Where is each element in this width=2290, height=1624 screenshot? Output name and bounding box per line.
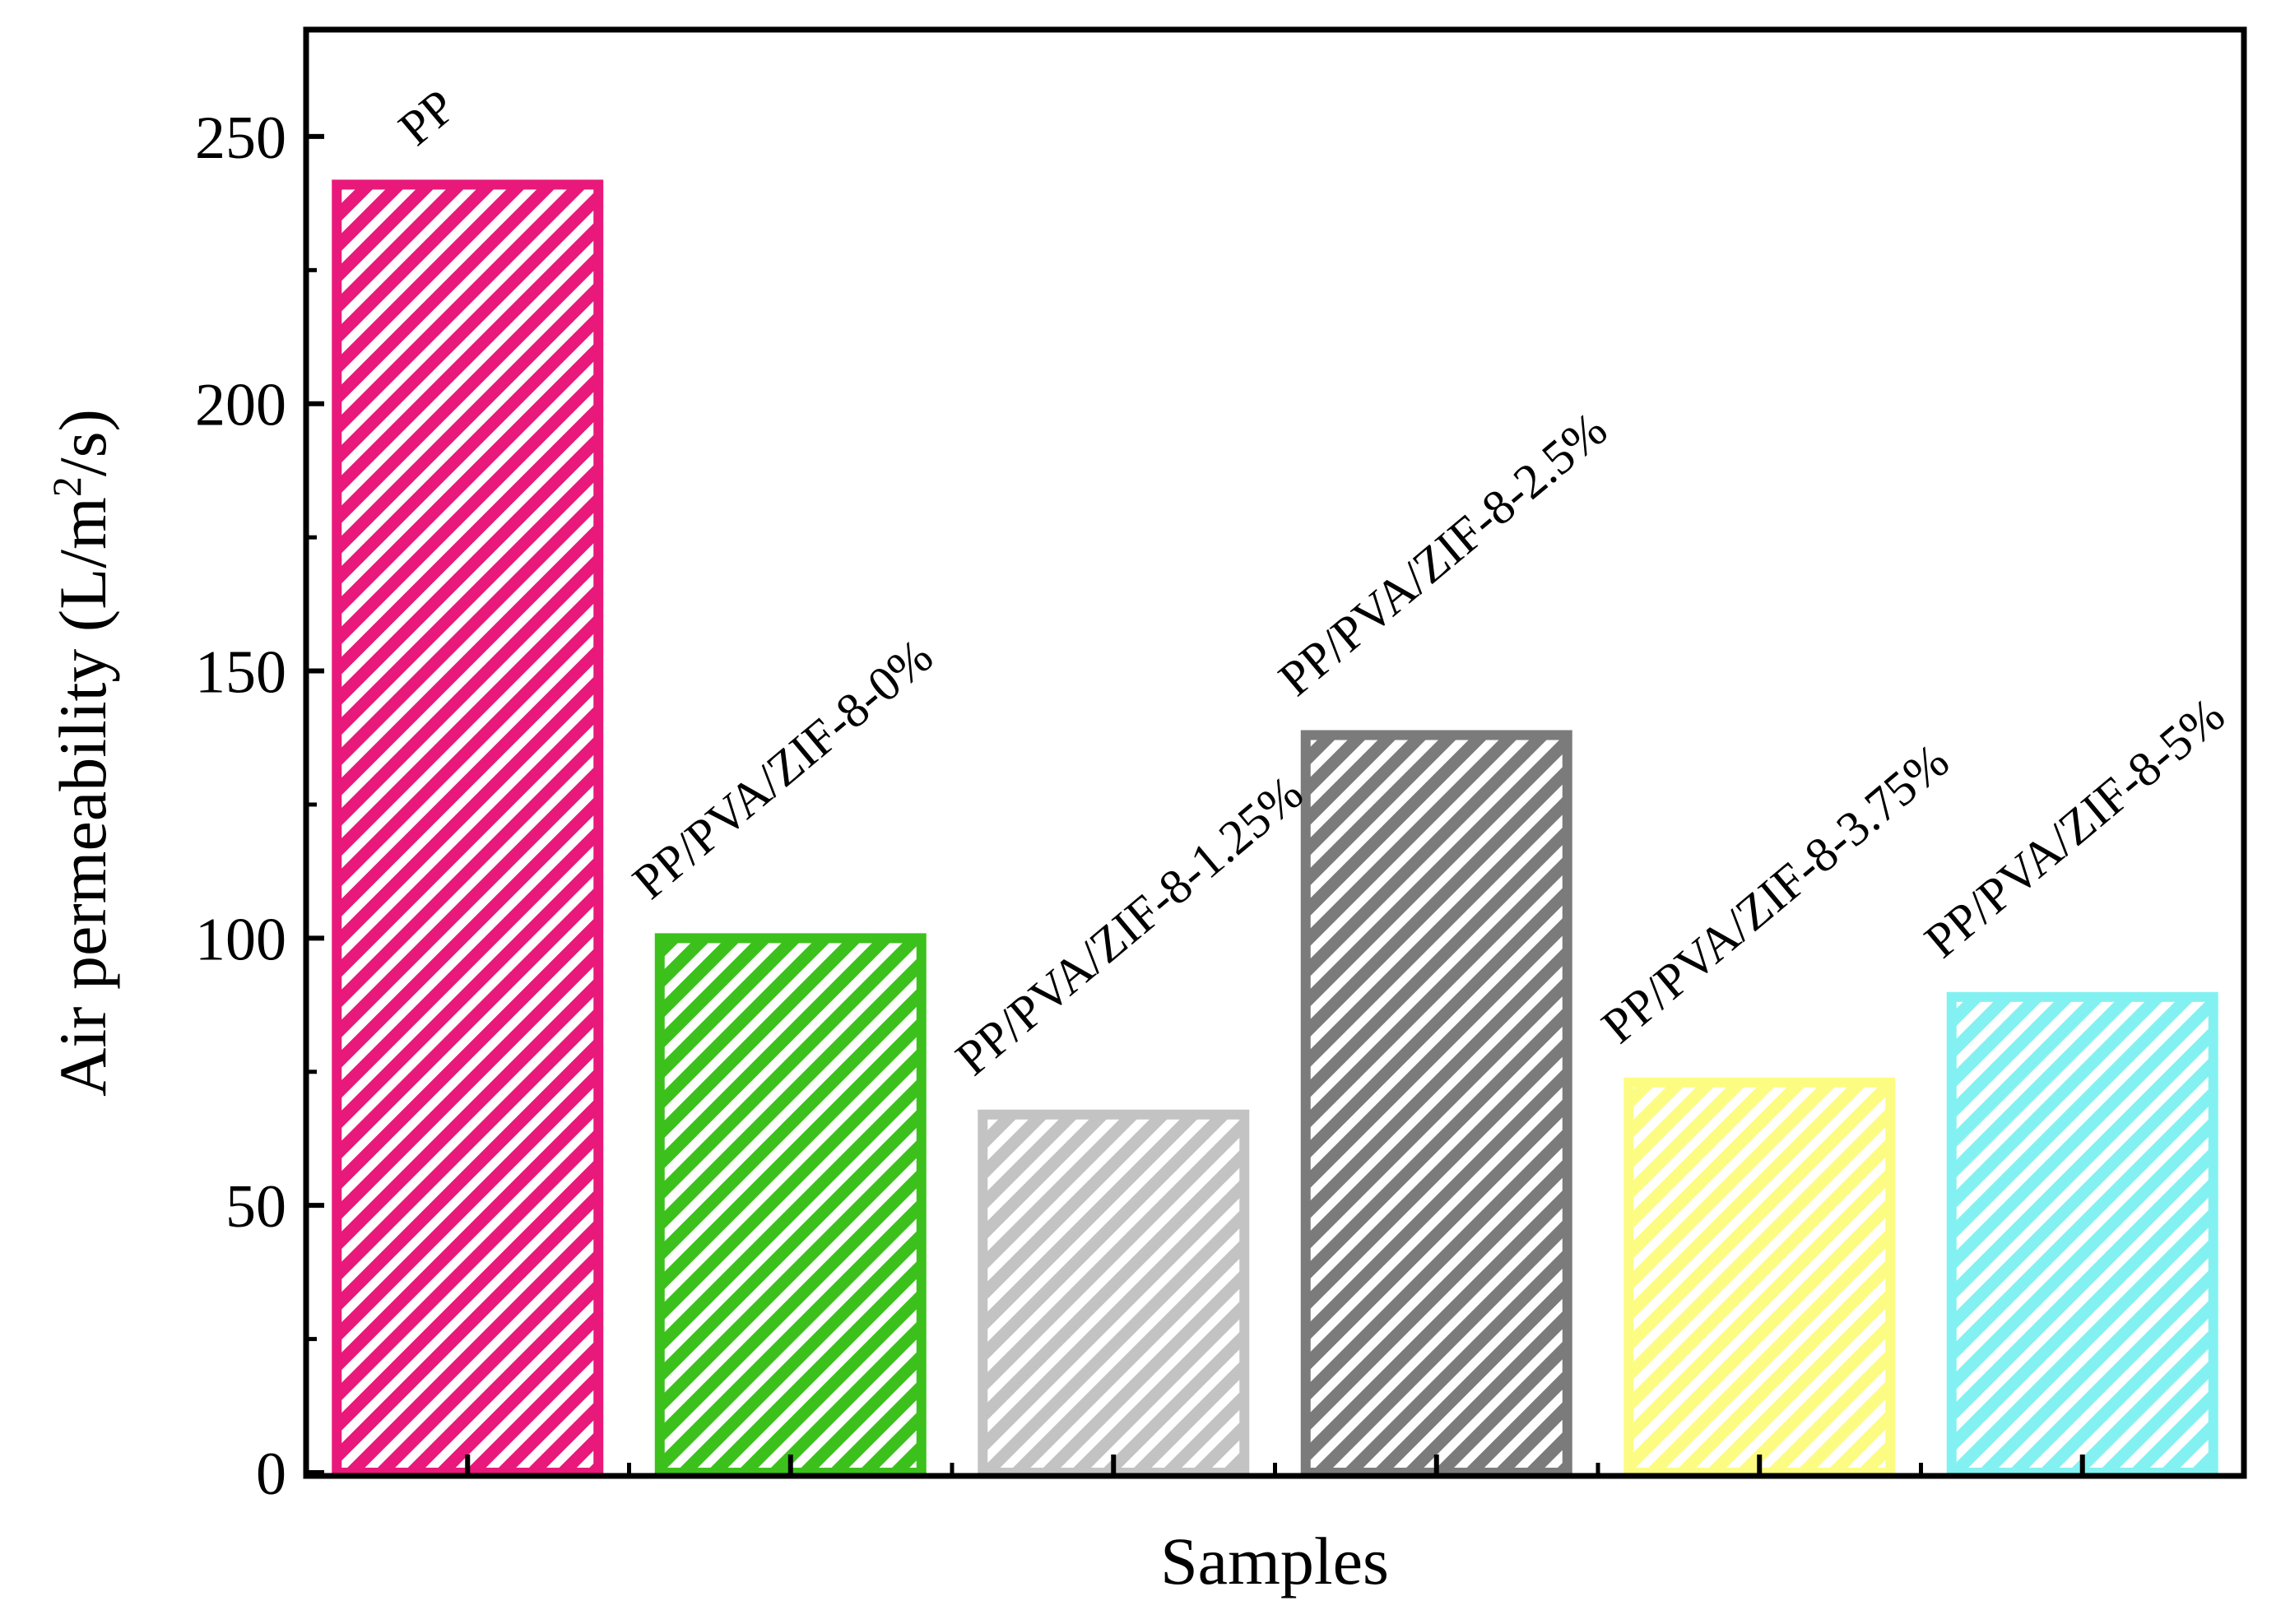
bar-label-2: PP/PVA/ZIF-8-1.25% <box>945 765 1312 1086</box>
bar-label-1: PP/PVA/ZIF-8-0% <box>623 629 943 909</box>
y-tick-label: 100 <box>195 906 286 973</box>
x-axis-title: Samples <box>1160 1524 1389 1598</box>
y-axis-title: Air permeability (L/m2/s) <box>44 409 120 1097</box>
x-axis-ticks <box>465 1455 2085 1476</box>
bar-label-3: PP/PVA/ZIF-8-2.5% <box>1269 401 1617 706</box>
bar-label-4: PP/PVA/ZIF-8-3.75% <box>1591 733 1958 1054</box>
y-tick-label: 250 <box>195 104 286 172</box>
bar-label-0: PP <box>388 79 466 155</box>
y-axis-title-superscript: 2 <box>44 476 90 497</box>
bars-group <box>332 179 2218 1478</box>
bar-3 <box>1300 730 1572 1478</box>
bar-0 <box>332 179 604 1478</box>
y-tick-label: 200 <box>195 372 286 439</box>
y-tick-label: 50 <box>225 1173 286 1241</box>
bar-4 <box>1623 1077 1896 1478</box>
bar-5 <box>1946 991 2218 1478</box>
bar-label-5: PP/PVA/ZIF-8-5% <box>1915 687 2235 967</box>
y-axis-title-main: Air permeability (L/m <box>45 497 120 1097</box>
y-tick-label: 0 <box>256 1441 286 1508</box>
bar-2 <box>978 1109 1250 1478</box>
y-axis-title-tail: /s) <box>45 409 120 476</box>
y-tick-label: 150 <box>195 639 286 707</box>
y-axis-ticks: 0 50 100 150 200 250 <box>195 104 324 1508</box>
bar-1 <box>654 933 927 1478</box>
